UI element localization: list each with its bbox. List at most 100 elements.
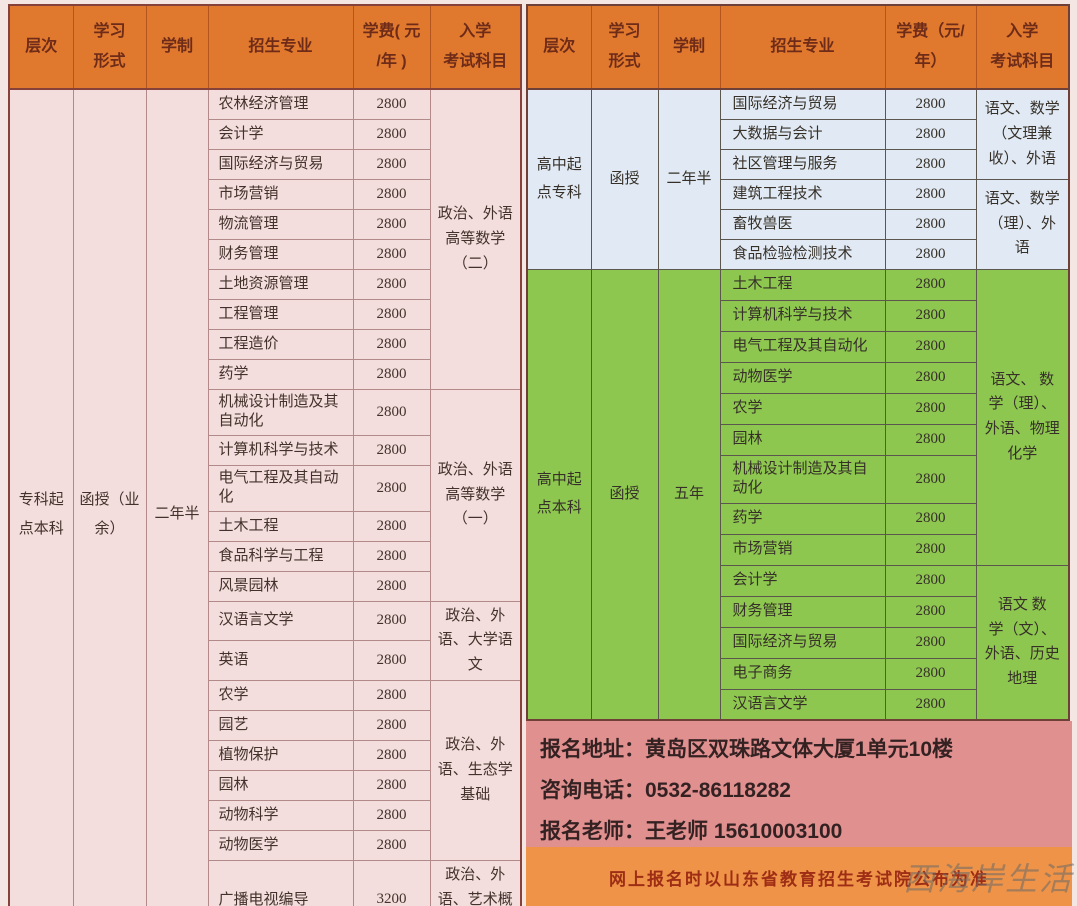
major-cell: 社区管理与服务 xyxy=(719,148,886,180)
table-row: 英语 2800 xyxy=(9,640,521,681)
table-row: 工程管理 2800 xyxy=(9,298,521,330)
table-row: 电气工程及其自动化 2800 xyxy=(9,464,521,512)
fee-cell: 2800 xyxy=(352,570,431,602)
major-cell: 土地资源管理 xyxy=(207,268,354,300)
contact-address: 报名地址：黄岛区双珠路文体大厦1单元10楼 xyxy=(540,738,954,761)
major-cell: 物流管理 xyxy=(207,208,354,240)
table-row: 电气工程及其自动化 2800 xyxy=(527,330,1069,363)
table-row: 高中起点本科 函授 五年 土木工程 2800 语文、 数 学（理）、 外语、物理… xyxy=(526,268,1070,721)
table-row: 机械设计制造及其自动化 2800 xyxy=(527,454,1069,504)
table-row: 农学 2800 政治、外 语、生态学 基础 xyxy=(9,679,522,861)
fee-cell: 2800 xyxy=(352,148,431,180)
contact-teacher: 报名老师：王老师 15610003100 xyxy=(540,820,843,843)
fee-cell: 2800 xyxy=(884,454,977,504)
contact-info-box: 报名地址：黄岛区双珠路文体大厦1单元10楼 咨询电话：0532-86118282… xyxy=(526,721,1072,847)
table-row: 计算机科学与技术 2800 xyxy=(527,299,1069,332)
fee-cell: 2800 xyxy=(352,178,431,210)
table-row: 专科起点本科 函授（业余） 二年半 农林经济管理 2800 政治、外语 高等数学… xyxy=(8,88,522,906)
fee-cell: 2800 xyxy=(352,298,431,330)
table-row: 土木工程 2800 xyxy=(9,510,521,542)
major-cell: 会计学 xyxy=(207,118,354,150)
fee-cell: 2800 xyxy=(352,540,431,572)
column-header-duration: 学制 xyxy=(657,4,721,90)
major-cell: 工程造价 xyxy=(207,328,354,360)
section-bachelor: 高中起点本科 函授 五年 土木工程 2800 语文、 数 学（理）、 外语、物理… xyxy=(526,268,1070,721)
exam-subjects-cell: 政治、外语 高等数学 （二） xyxy=(429,88,522,390)
fee-cell: 2800 xyxy=(352,358,431,390)
table-row: 计算机科学与技术 2800 xyxy=(9,434,521,466)
major-cell: 市场营销 xyxy=(207,178,354,210)
column-header-study-form: 学习 形式 xyxy=(590,4,659,90)
major-cell: 英语 xyxy=(207,640,354,681)
exam-subjects-cell: 政治、外 语、生态学 基础 xyxy=(429,679,522,861)
major-cell: 国际经济与贸易 xyxy=(719,626,886,659)
table-row: 会计学 2800 xyxy=(9,118,521,150)
column-header-duration: 学制 xyxy=(145,4,209,90)
column-header-study-form: 学习 形式 xyxy=(72,4,147,90)
column-header-level: 层次 xyxy=(8,4,74,90)
fee-cell: 2800 xyxy=(884,657,977,690)
major-cell: 电气工程及其自动化 xyxy=(719,330,886,363)
fee-cell: 2800 xyxy=(352,388,431,436)
fee-cell: 3200 xyxy=(352,859,431,906)
table-row: 广播电视编导 3200 政治、外 语、艺术概 论 xyxy=(9,859,522,906)
major-cell: 农林经济管理 xyxy=(207,88,354,120)
major-cell: 农学 xyxy=(207,679,354,711)
table-row: 汉语言文学 2800 xyxy=(527,688,1069,721)
fee-cell: 2800 xyxy=(352,464,431,512)
major-cell: 市场营销 xyxy=(719,533,886,566)
table-row: 食品科学与工程 2800 xyxy=(9,540,521,572)
major-cell: 风景园林 xyxy=(207,570,354,602)
major-cell: 农学 xyxy=(719,392,886,425)
right-enrollment-table: 层次 学习 形式 学制 招生专业 学费（元/ 年） 入学 考试科目 高中起点专科… xyxy=(526,4,1070,721)
section-junior-college: 高中起点专科 函授 二年半 国际经济与贸易 2800 语文、数学 （文理兼 收）… xyxy=(526,88,1070,270)
fee-cell: 2800 xyxy=(352,88,431,120)
major-cell: 园林 xyxy=(207,769,354,801)
fee-cell: 2800 xyxy=(884,148,977,180)
fee-cell: 2800 xyxy=(352,328,431,360)
fee-cell: 2800 xyxy=(352,434,431,466)
major-cell: 园艺 xyxy=(207,709,354,741)
fee-cell: 2800 xyxy=(884,392,977,425)
fee-cell: 2800 xyxy=(352,268,431,300)
fee-cell: 2800 xyxy=(352,600,431,642)
major-cell: 动物医学 xyxy=(207,829,354,861)
table-row: 市场营销 2800 xyxy=(9,178,521,210)
tables-wrapper: 层次 学习 形式 学制 招生专业 学费( 元 /年 ) 入学 考试科目 专科起点… xyxy=(8,4,1077,906)
fee-cell: 2800 xyxy=(884,688,977,721)
level-cell: 专科起点本科 xyxy=(8,88,74,906)
duration-cell: 五年 xyxy=(657,268,721,721)
table-row: 高中起点专科 函授 二年半 国际经济与贸易 2800 语文、数学 （文理兼 收）… xyxy=(526,88,1070,270)
fee-cell: 2800 xyxy=(352,238,431,270)
table-row: 动物科学 2800 xyxy=(9,799,521,831)
table-row: 汉语言文学 2800 政治、外 语、大学语 文 xyxy=(9,600,522,681)
study-form-cell: 函授 xyxy=(590,88,659,270)
major-cell: 药学 xyxy=(207,358,354,390)
table-row: 动物医学 2800 xyxy=(9,829,521,861)
major-cell: 大数据与会计 xyxy=(719,118,886,150)
major-cell: 汉语言文学 xyxy=(719,688,886,721)
major-cell: 广播电视编导 xyxy=(207,859,354,906)
column-header-level: 层次 xyxy=(526,4,592,90)
major-cell: 土木工程 xyxy=(207,510,354,542)
fee-cell: 2800 xyxy=(352,208,431,240)
major-cell: 食品科学与工程 xyxy=(207,540,354,572)
major-cell: 国际经济与贸易 xyxy=(207,148,354,180)
fee-cell: 2800 xyxy=(884,118,977,150)
table-row: 风景园林 2800 xyxy=(9,570,521,602)
major-cell: 动物科学 xyxy=(207,799,354,831)
column-header-exam: 入学 考试科目 xyxy=(975,4,1070,90)
table-row: 药学 2800 xyxy=(527,502,1069,535)
fee-cell: 2800 xyxy=(884,238,977,270)
fee-cell: 2800 xyxy=(884,595,977,628)
table-row: 畜牧兽医 2800 xyxy=(527,208,1069,240)
notice-strip: 网上报名时以山东省教育招生考试院公布为准 xyxy=(526,847,1072,906)
column-header-fee: 学费（元/ 年） xyxy=(884,4,977,90)
major-cell: 会计学 xyxy=(719,564,886,597)
table-row: 机械设计制造及其自动化 2800 政治、外语 高等数学 （一） xyxy=(9,388,522,602)
table-row: 工程造价 2800 xyxy=(9,328,521,360)
duration-cell: 二年半 xyxy=(657,88,721,270)
fee-cell: 2800 xyxy=(884,533,977,566)
major-cell: 财务管理 xyxy=(719,595,886,628)
